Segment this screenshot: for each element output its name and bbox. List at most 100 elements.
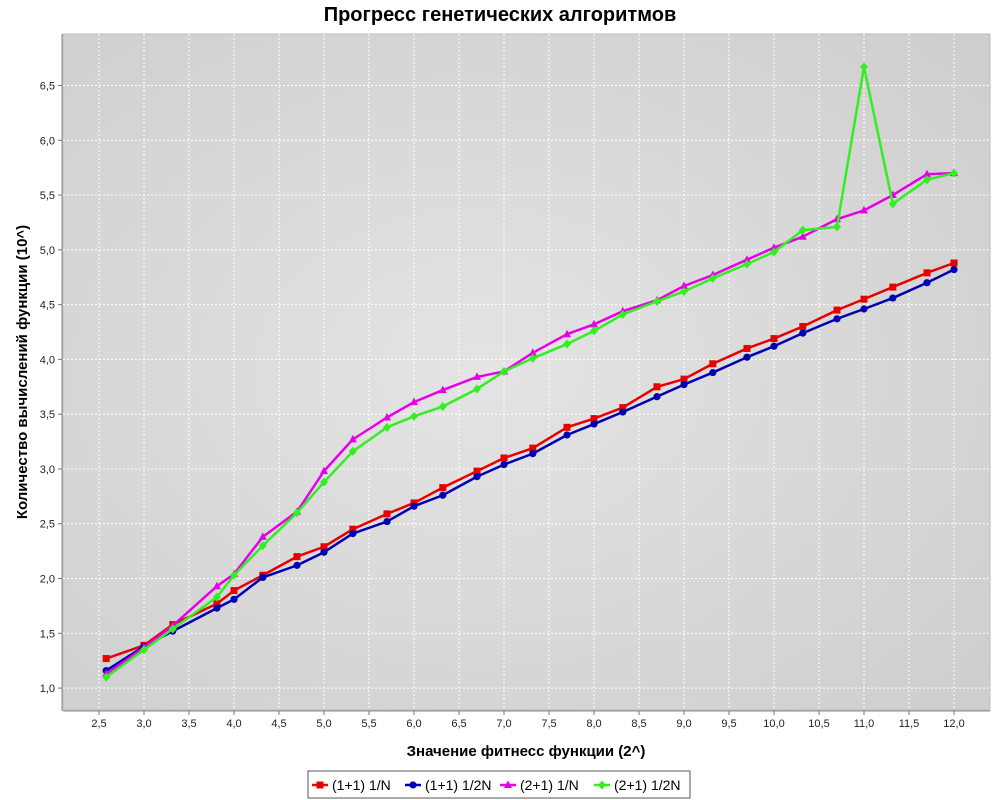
x-tick-label: 12,0 [943,718,964,730]
y-tick-label: 5,0 [40,245,55,257]
data-point [320,548,328,556]
data-point [888,199,897,209]
data-point [383,412,391,421]
data-point [320,543,328,551]
data-point [500,366,508,376]
y-tick-label: 4,5 [40,300,55,312]
data-point [860,62,868,72]
data-point [348,446,357,456]
data-point [410,411,418,421]
data-point [860,305,868,313]
data-point [410,397,418,406]
x-tick-label: 10,5 [808,718,829,730]
data-point [230,570,238,580]
data-point [212,592,221,602]
data-point [293,561,301,569]
data-point [770,243,778,251]
legend-label: (1+1) 1/2N [425,777,492,793]
x-tick-label: 6,5 [451,718,466,730]
legend-items: (1+1) 1/N (1+1) 1/2N (2+1) 1/N (2+1) 1/2N [312,777,681,793]
legend-swatch-marker [504,780,512,788]
data-point [212,581,221,590]
x-tick-label: 4,5 [271,718,286,730]
x-tick-label: 2,5 [91,718,106,730]
y-tick-label: 3,0 [40,464,55,476]
data-point [383,517,391,526]
data-point [590,420,598,428]
data-point [528,348,537,356]
data-point [213,604,221,612]
data-point [833,222,841,232]
data-point [230,595,238,603]
x-tick-label: 3,5 [181,718,196,730]
y-tick-label: 2,5 [40,519,55,531]
data-point [500,460,508,469]
data-point [889,294,897,302]
data-point [383,422,391,432]
y-tick-label: 1,0 [40,683,55,695]
data-point [230,587,238,595]
x-tick-label: 11,0 [854,718,875,730]
legend: (1+1) 1/N (1+1) 1/2N (2+1) 1/N (2+1) 1/2N [307,770,691,799]
data-point [529,450,537,458]
legend-box [307,770,691,799]
data-point [259,573,267,582]
x-axis-ticks: 2,5 3,0 3,5 4,0 4,5 5,0 5,5 6,0 6,5 7,0 7,5 8,0 8,5 9… [91,711,965,730]
chart-title: Прогресс генетических алгоритмов [324,4,677,26]
data-point [680,281,688,289]
data-point [102,672,111,682]
data-point [563,329,571,338]
data-point [529,444,537,452]
data-point [889,283,897,291]
x-tick-label: 4,0 [226,718,241,730]
data-point [680,380,688,389]
y-tick-label: 4,0 [40,354,55,366]
data-point [743,259,751,269]
data-point [293,553,301,561]
x-tick-label: 7,5 [541,718,556,730]
data-point [590,415,598,423]
legend-swatch-marker [598,780,606,790]
data-point [770,342,778,350]
series-4 [102,62,958,682]
data-point [708,273,717,283]
data-point [833,315,841,323]
data-point [653,296,661,306]
data-point [923,269,931,277]
data-point [473,473,481,481]
data-point [950,265,958,274]
data-point [833,306,841,314]
data-point [473,372,481,380]
x-tick-label: 11,5 [899,718,920,730]
data-point [293,508,301,518]
data-point [618,309,627,319]
x-tick-label: 9,0 [676,718,691,730]
data-point [349,525,357,533]
data-point [923,175,931,185]
data-point [799,323,807,331]
legend-swatch-marker [409,781,417,789]
x-tick-label: 8,0 [586,718,601,730]
data-point [320,466,328,475]
data-point [799,329,807,337]
x-tick-label: 3,0 [136,718,151,730]
x-tick-label: 7,0 [496,718,511,730]
y-tick-label: 5,5 [40,190,55,202]
data-point [590,326,598,336]
grid [63,34,990,710]
data-point [349,530,357,538]
data-point [743,255,751,263]
data-point [439,484,447,492]
data-point [653,393,661,401]
data-point [950,168,958,178]
data-point [383,510,391,518]
data-point [950,259,958,267]
x-tick-label: 5,0 [316,718,331,730]
data-point [563,423,571,431]
data-point [473,467,481,475]
data-point [102,655,110,663]
y-axis-ticks: 1,0 1,5 2,0 2,5 3,0 3,5 4,0 4,5 5,0 5,5 6,0 6,5 [40,80,62,695]
data-point [770,335,778,343]
data-point [860,205,868,214]
